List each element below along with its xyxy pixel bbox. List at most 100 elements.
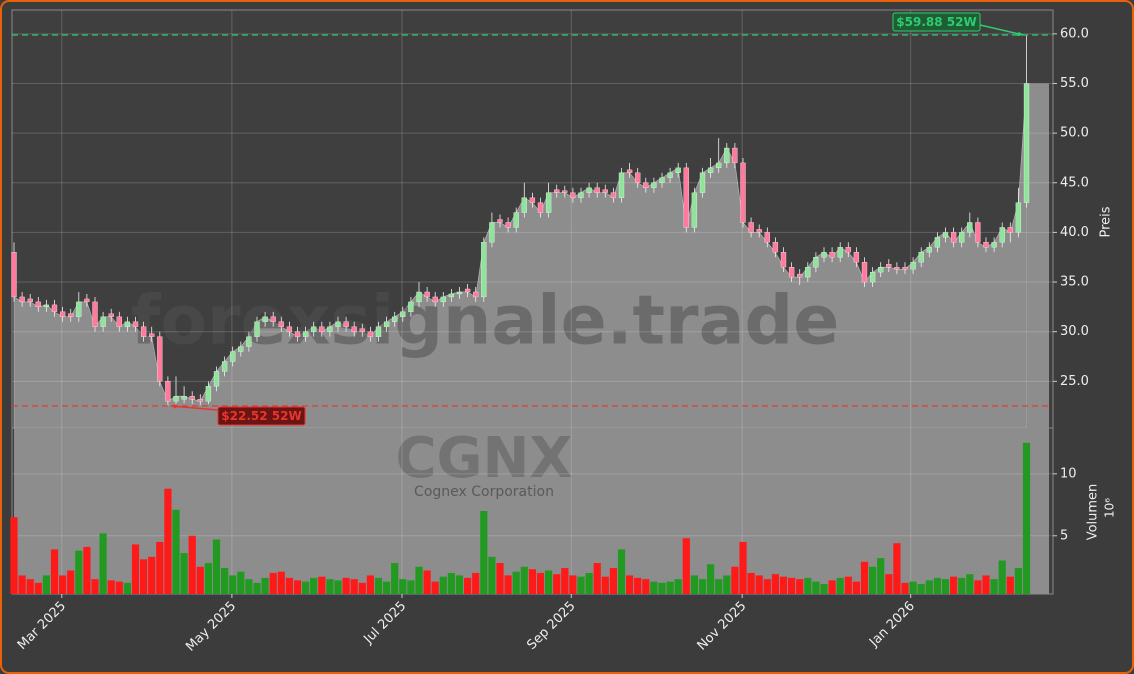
candle-body	[894, 267, 900, 270]
candle-body	[35, 301, 41, 308]
candle-body	[432, 296, 438, 303]
candle-body	[651, 182, 657, 188]
volume-bar	[464, 577, 472, 594]
volume-bar	[50, 549, 59, 594]
volume-bar	[302, 581, 310, 594]
annotation-box	[892, 12, 981, 32]
volume-bar	[545, 570, 553, 594]
candle-body	[764, 232, 770, 243]
volume-bar	[796, 579, 804, 594]
volume-bar	[488, 556, 496, 594]
volume-bar	[520, 566, 528, 594]
candle-body	[116, 316, 122, 327]
candle-body	[635, 172, 641, 183]
candle-body	[335, 321, 341, 327]
volume-bar	[925, 580, 933, 594]
candle-body	[327, 326, 333, 332]
candle-body	[165, 381, 171, 402]
candle-body	[918, 252, 924, 263]
candle-body	[691, 192, 698, 228]
candle-body	[967, 222, 973, 233]
candle-body	[659, 177, 665, 183]
candle-body	[570, 192, 576, 198]
volume-bar	[982, 575, 990, 594]
volume-bar	[933, 577, 941, 594]
candle-body	[124, 321, 131, 327]
candle-body	[732, 147, 738, 164]
volume-bar	[164, 488, 172, 594]
volume-bar	[334, 580, 342, 594]
annotation-box	[217, 406, 306, 426]
volume-bar	[480, 511, 488, 594]
candle-body	[497, 219, 503, 223]
candle-body	[181, 396, 187, 400]
volume-bar	[642, 579, 650, 594]
volume-bar	[383, 581, 391, 594]
candle-body	[529, 197, 536, 203]
y-tick-label: 60.0	[1060, 26, 1089, 41]
candle-body	[813, 257, 819, 268]
candle-body	[189, 396, 195, 400]
annotation-label: $59.88 52W	[896, 15, 976, 29]
volume-bar	[812, 581, 820, 594]
candle-body	[173, 396, 179, 402]
volume-bar	[107, 580, 115, 594]
candle-body	[878, 267, 884, 273]
volume-bar	[950, 576, 958, 594]
volume-bar	[585, 572, 593, 594]
volume-bar	[253, 582, 261, 594]
volume-bar	[237, 571, 245, 594]
candle-body	[821, 252, 827, 258]
volume-bar	[285, 577, 293, 594]
volume-bar	[472, 572, 480, 594]
candle-body	[861, 262, 868, 283]
candle-body	[205, 386, 212, 402]
candle-body	[448, 293, 455, 298]
candle-body	[43, 304, 50, 308]
volume-bar	[779, 576, 788, 594]
volume-bar	[739, 541, 747, 594]
watermark-symbol: CGNX	[395, 426, 572, 491]
candle-body	[594, 187, 600, 193]
candle-body	[983, 242, 989, 248]
volume-bar	[115, 581, 123, 594]
volume-bar	[196, 566, 204, 594]
volume-bar	[771, 574, 779, 594]
volume-bar	[553, 574, 561, 594]
candle-body	[464, 288, 471, 293]
volume-bar	[707, 564, 715, 594]
volume-bar	[860, 561, 869, 594]
candle-body	[262, 316, 268, 322]
candle-body	[108, 313, 114, 317]
volume-bar	[261, 577, 269, 594]
candle-body	[554, 189, 560, 193]
volume-bar	[593, 563, 601, 594]
y-tick-label: 45.0	[1060, 175, 1089, 190]
candle-body	[100, 316, 106, 327]
volume-bar	[828, 580, 836, 594]
volume-bar	[731, 566, 739, 594]
candle-body	[213, 371, 220, 387]
candle-body	[359, 328, 365, 332]
candle-body	[505, 222, 511, 228]
volume-bar	[180, 553, 188, 594]
volume-bar	[42, 575, 50, 594]
volume-bar	[91, 579, 99, 594]
candle-body	[772, 242, 779, 253]
volume-unit: 10⁶	[1103, 498, 1117, 518]
candle-body	[675, 167, 681, 173]
volume-bar	[609, 567, 617, 594]
volume-bar	[674, 579, 682, 594]
candle-body	[748, 222, 754, 233]
volume-bar	[917, 584, 925, 594]
volume-bar	[188, 535, 196, 594]
volume-bar	[415, 566, 423, 594]
volume-bar	[626, 575, 634, 594]
candle-body	[254, 321, 260, 337]
candle-body	[367, 331, 374, 337]
candle-body	[481, 242, 487, 298]
volume-bar	[391, 563, 399, 594]
candle-body	[975, 222, 981, 243]
volume-bar	[212, 539, 221, 594]
volume-bar	[123, 582, 131, 594]
